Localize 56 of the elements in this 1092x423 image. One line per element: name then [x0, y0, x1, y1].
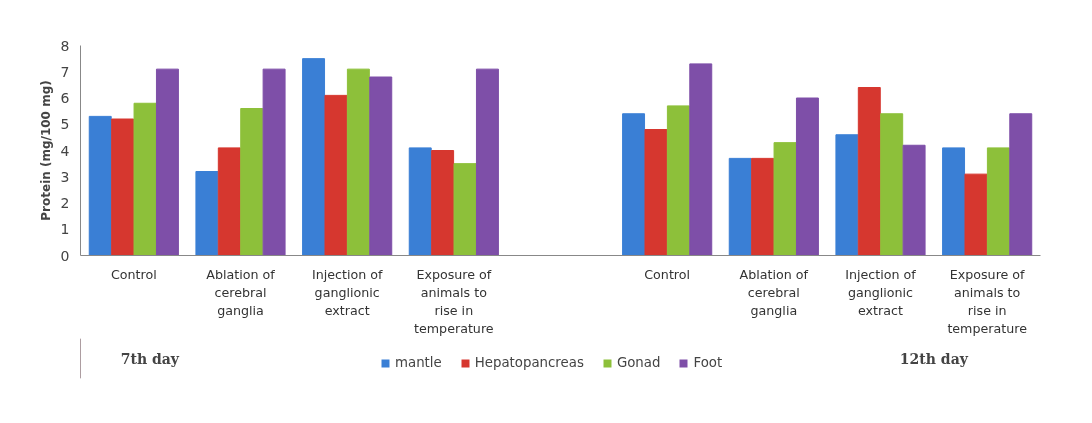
bar: [795, 97, 819, 256]
y-tick-label: 7: [60, 63, 70, 80]
legend-label: Hepatopancreas: [474, 355, 584, 370]
x-tick-label: Injection of ganglionic extract: [311, 266, 383, 318]
y-tick-label: 8: [60, 37, 70, 54]
y-tick-label: 1: [60, 221, 70, 238]
bar: [1009, 113, 1033, 256]
text: 7th day: [120, 350, 180, 367]
x-tick-label: Injection of ganglionic extract: [845, 266, 917, 318]
bar: [111, 118, 135, 256]
bar: [689, 63, 713, 256]
x-tick-label: Exposure of animals to rise in temperature: [947, 266, 1028, 336]
y-tick-label: 3: [60, 168, 70, 185]
bar: [324, 94, 348, 256]
bar: [408, 147, 432, 256]
bar: [431, 150, 455, 256]
bar: [964, 173, 988, 256]
bar: [857, 87, 881, 256]
legend-label: mantle: [395, 355, 442, 370]
y-tick-label: 5: [60, 116, 70, 133]
bar: [240, 108, 264, 256]
bar: [217, 147, 241, 256]
bar: [880, 113, 904, 256]
bar: [475, 68, 499, 256]
y-tick-label: 4: [60, 142, 70, 159]
bar: [986, 147, 1010, 256]
bar: [666, 105, 690, 256]
bar: [728, 157, 752, 256]
legend-label: Foot: [693, 355, 723, 370]
y-tick-label: 0: [60, 247, 70, 264]
x-tick-label: Ablation of cerebral ganglia: [739, 266, 809, 318]
x-tick-label: Ablation of cerebral ganglia: [206, 266, 276, 318]
y-tick-label: 6: [60, 90, 70, 106]
bar: [88, 115, 112, 256]
bar: [773, 142, 797, 256]
bar: [302, 58, 326, 256]
bar: [133, 102, 157, 256]
bar: [751, 157, 775, 256]
bar: [942, 147, 966, 256]
x-tick-label: Exposure of animals to rise in temperature: [414, 266, 494, 336]
bar: [644, 129, 668, 256]
bar: [622, 113, 646, 256]
bar: [155, 68, 179, 256]
y-tick-label: 2: [60, 195, 70, 211]
bar: [369, 76, 393, 256]
x-tick-label: Control: [644, 266, 691, 282]
text: 12th day: [899, 350, 969, 367]
y-axis-title: Protein (mg/100 mg): [38, 80, 53, 221]
bar: [262, 68, 286, 256]
bar: [195, 171, 219, 256]
bar: [346, 68, 370, 256]
bar: [453, 163, 477, 256]
x-tick-label: Control: [110, 266, 157, 282]
bar: [835, 134, 859, 256]
bar: [902, 144, 926, 256]
legend-label: Gonad: [616, 355, 661, 370]
